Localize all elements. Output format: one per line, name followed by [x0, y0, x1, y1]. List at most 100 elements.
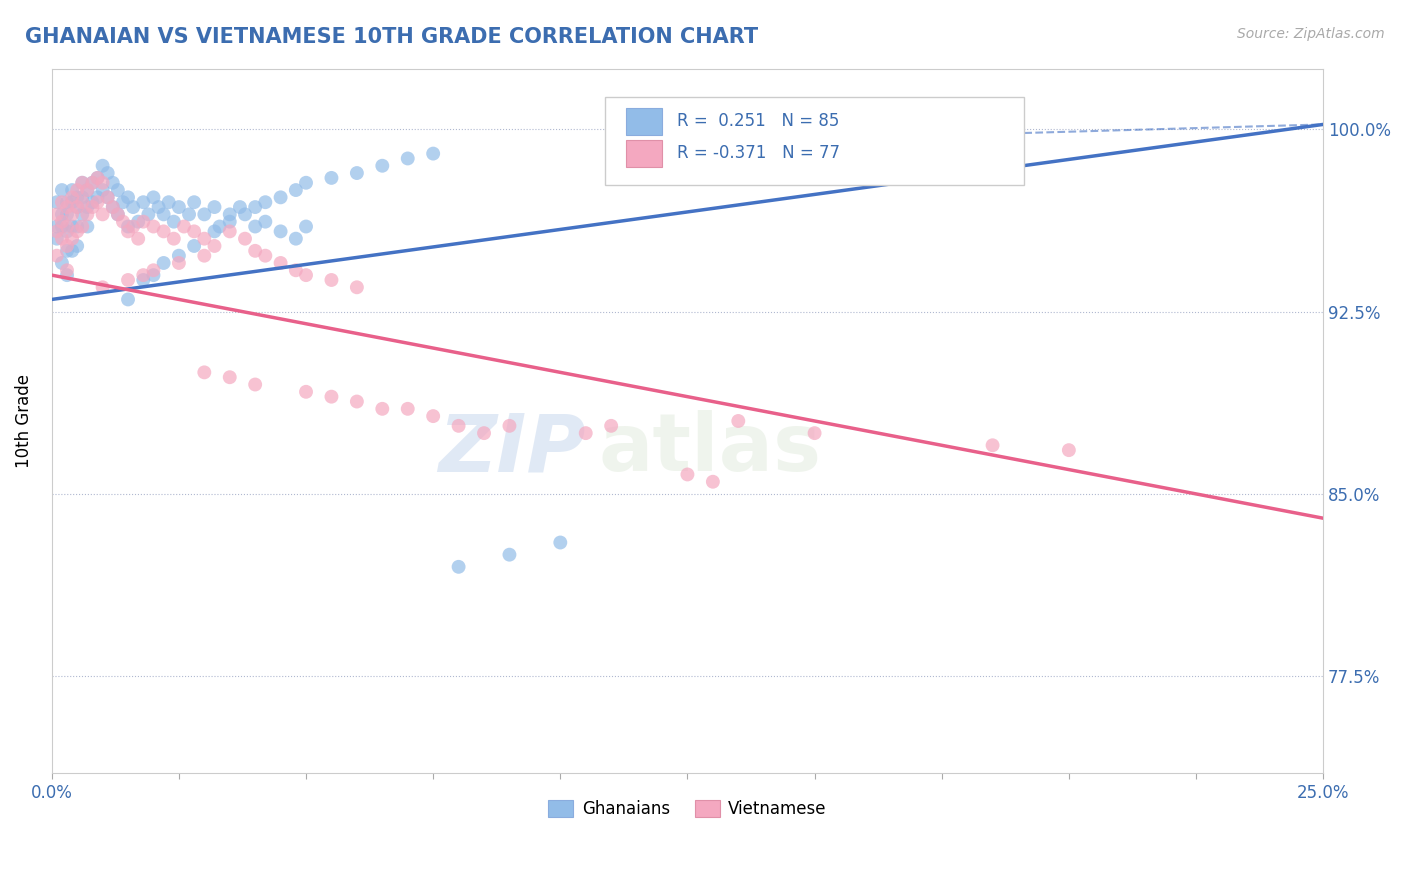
Point	[346, 280, 368, 294]
Point	[371, 159, 394, 173]
Point	[803, 426, 825, 441]
FancyBboxPatch shape	[627, 108, 662, 135]
Point	[284, 183, 307, 197]
Point	[321, 170, 343, 185]
Point	[117, 224, 139, 238]
Point	[111, 214, 134, 228]
Point	[51, 183, 73, 197]
FancyBboxPatch shape	[627, 140, 662, 167]
Point	[56, 263, 79, 277]
Text: Source: ZipAtlas.com: Source: ZipAtlas.com	[1237, 27, 1385, 41]
Point	[91, 183, 114, 197]
Point	[127, 214, 149, 228]
Point	[157, 195, 180, 210]
Point	[82, 176, 104, 190]
Point	[142, 268, 165, 282]
Point	[193, 232, 215, 246]
Point	[270, 224, 292, 238]
Point	[56, 219, 79, 234]
Point	[422, 409, 444, 423]
Point	[177, 207, 200, 221]
Point	[56, 239, 79, 253]
Point	[321, 390, 343, 404]
Point	[132, 195, 155, 210]
Point	[51, 195, 73, 210]
Point	[173, 219, 195, 234]
Point	[218, 224, 240, 238]
Point	[152, 207, 174, 221]
Point	[56, 244, 79, 258]
Point	[60, 219, 83, 234]
Point	[254, 214, 277, 228]
Point	[727, 414, 749, 428]
Point	[167, 249, 190, 263]
Point	[254, 195, 277, 210]
Point	[152, 256, 174, 270]
Point	[60, 183, 83, 197]
Point	[702, 475, 724, 489]
Point	[82, 176, 104, 190]
Point	[218, 370, 240, 384]
Point	[498, 418, 520, 433]
Point	[66, 239, 89, 253]
Point	[60, 195, 83, 210]
Point	[243, 200, 266, 214]
Point	[86, 170, 108, 185]
Point	[676, 467, 699, 482]
Point	[204, 224, 226, 238]
Point	[163, 232, 186, 246]
Point	[295, 176, 318, 190]
Point	[51, 256, 73, 270]
Point	[981, 438, 1004, 452]
Point	[295, 219, 318, 234]
Point	[233, 207, 256, 221]
Point	[107, 183, 129, 197]
Point	[295, 384, 318, 399]
Point	[82, 200, 104, 214]
Point	[76, 183, 98, 197]
Point	[76, 200, 98, 214]
Legend: Ghanaians, Vietnamese: Ghanaians, Vietnamese	[541, 794, 834, 825]
Point	[243, 219, 266, 234]
Point	[284, 232, 307, 246]
Point	[321, 273, 343, 287]
Point	[56, 268, 79, 282]
Point	[183, 195, 205, 210]
Point	[60, 244, 83, 258]
Point	[56, 207, 79, 221]
Point	[76, 207, 98, 221]
Point	[346, 394, 368, 409]
Point	[117, 293, 139, 307]
Point	[117, 219, 139, 234]
Point	[60, 232, 83, 246]
Point	[127, 232, 149, 246]
Point	[295, 268, 318, 282]
FancyBboxPatch shape	[605, 96, 1025, 185]
Point	[66, 200, 89, 214]
Point	[86, 190, 108, 204]
Point	[66, 224, 89, 238]
Point	[218, 207, 240, 221]
Point	[270, 256, 292, 270]
Point	[56, 200, 79, 214]
Point	[72, 207, 94, 221]
Text: R = -0.371   N = 77: R = -0.371 N = 77	[678, 145, 841, 162]
Point	[86, 170, 108, 185]
Point	[371, 401, 394, 416]
Point	[148, 200, 170, 214]
Point	[117, 273, 139, 287]
Point	[72, 190, 94, 204]
Point	[396, 401, 419, 416]
Point	[396, 152, 419, 166]
Point	[45, 219, 67, 234]
Text: GHANAIAN VS VIETNAMESE 10TH GRADE CORRELATION CHART: GHANAIAN VS VIETNAMESE 10TH GRADE CORREL…	[25, 27, 758, 46]
Point	[72, 176, 94, 190]
Point	[111, 195, 134, 210]
Point	[472, 426, 495, 441]
Point	[66, 200, 89, 214]
Point	[284, 263, 307, 277]
Point	[45, 224, 67, 238]
Point	[66, 219, 89, 234]
Y-axis label: 10th Grade: 10th Grade	[15, 374, 32, 468]
Point	[218, 214, 240, 228]
